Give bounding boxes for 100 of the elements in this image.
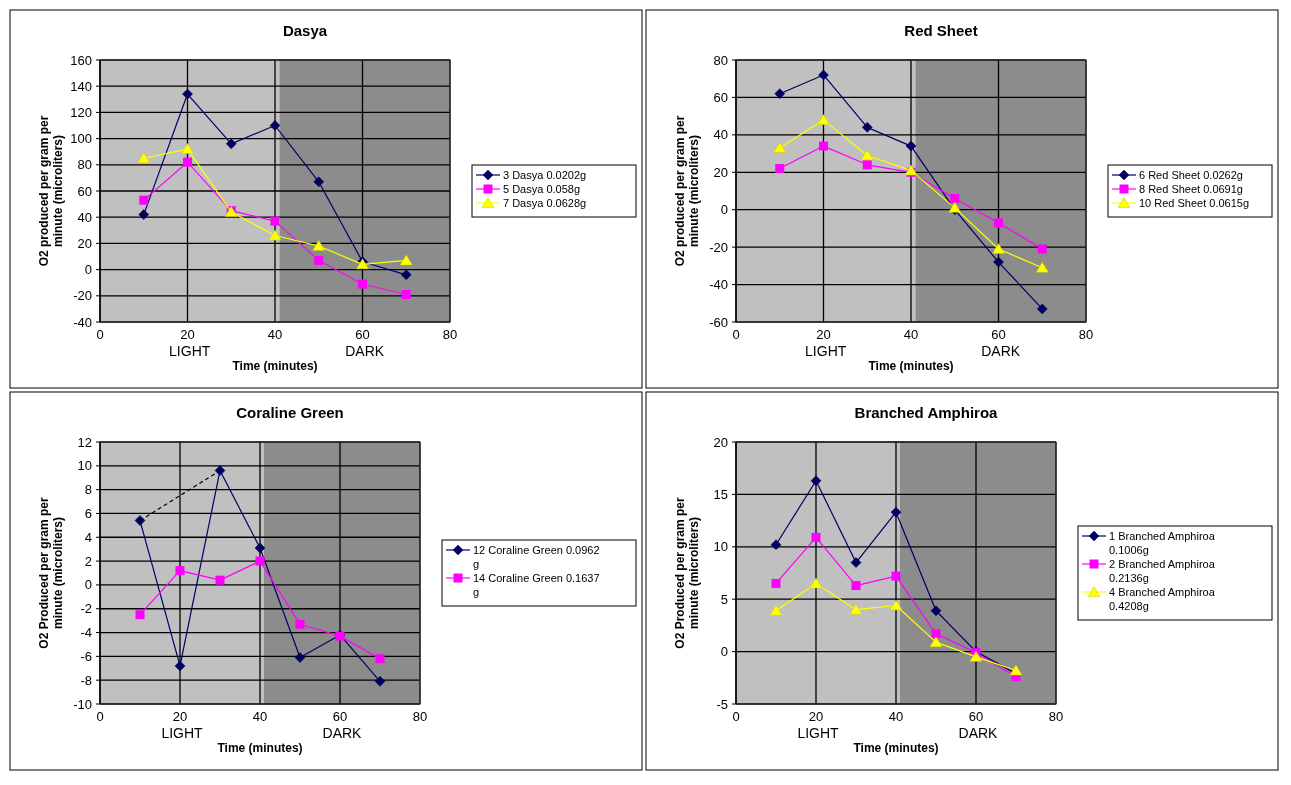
y-tick-label: -20 (73, 288, 92, 304)
point (374, 676, 386, 687)
y-axis-title: O2 Produced per gram per minute (microliters) (37, 496, 65, 649)
x-tick-label: 60 (332, 709, 348, 724)
y-tick-label: -4 (80, 625, 92, 641)
y-tick-label: -5 (716, 696, 728, 712)
y-tick-label: -6 (80, 648, 92, 664)
point (890, 506, 902, 518)
point (175, 566, 185, 576)
y-tick-label: 0 (720, 644, 728, 660)
x-tick-label: 40 (252, 709, 268, 724)
chart-title: Coraline Green (236, 404, 344, 421)
legend-label: 12 Coraline Green 0.0962 g (473, 544, 600, 570)
y-tick-label: -40 (709, 277, 728, 293)
point (929, 636, 943, 647)
y-tick-label: 12 (77, 434, 92, 450)
y-tick-label: 0 (720, 202, 728, 218)
legend-label: 2 Branched Amphiroa 0.2136g (1109, 558, 1216, 584)
x-axis-title: Time (minutes) (232, 359, 318, 373)
x-axis-title: Time (minutes) (868, 359, 954, 373)
y-tick-label: 2 (84, 553, 92, 569)
y-tick-label: 20 (713, 434, 728, 450)
point (862, 122, 873, 133)
point (891, 571, 901, 581)
y-tick-label: 6 (84, 505, 92, 521)
legend-label: 3 Dasya 0.0202g (503, 169, 587, 181)
x-tick-label: 80 (442, 327, 458, 342)
x-axis-title: Time (minutes) (217, 741, 303, 755)
x-tick-label: 20 (808, 709, 824, 724)
point (174, 660, 186, 672)
y-tick-label: -20 (709, 239, 728, 255)
point (401, 269, 412, 281)
chart-title: Red Sheet (904, 22, 978, 39)
point (811, 532, 821, 542)
legend-label: 6 Red Sheet 0.0262g (1139, 169, 1243, 181)
chart-title: Branched Amphiroa (854, 404, 999, 421)
band-label: LIGHT (805, 343, 847, 359)
y-tick-label: 10 (713, 539, 728, 555)
point (851, 581, 861, 591)
point (770, 539, 782, 550)
x-tick-label: 60 (968, 709, 984, 724)
point (769, 604, 783, 616)
point (850, 557, 862, 568)
x-tick-label: 0 (732, 709, 740, 724)
legend-label: 4 Branched Amphiroa 0.4208g (1109, 586, 1216, 612)
point (774, 88, 785, 99)
y-tick-label: 0 (84, 262, 92, 278)
point (1037, 303, 1048, 315)
point (400, 254, 413, 266)
band-label: DARK (322, 725, 363, 741)
point (861, 149, 874, 161)
point (135, 610, 145, 620)
y-tick-label: 15 (713, 486, 728, 502)
band-label: LIGHT (797, 725, 840, 741)
point (775, 164, 785, 174)
point (401, 289, 411, 299)
point (181, 143, 194, 154)
y-tick-label: 40 (713, 127, 728, 143)
point (849, 603, 863, 615)
y-axis-title: O2 Produced per gram per minute (microliters) (673, 496, 701, 649)
x-tick-label: 40 (267, 327, 283, 342)
x-tick-label: 40 (888, 709, 904, 724)
point (268, 229, 282, 241)
y-tick-label: 60 (713, 89, 728, 105)
point (183, 157, 192, 167)
point (993, 256, 1004, 268)
legend-label: 14 Coraline Green 0.1637 g (473, 572, 600, 598)
point (1009, 664, 1023, 676)
point (214, 465, 226, 476)
point (905, 140, 917, 152)
point (138, 209, 149, 220)
x-tick-label: 20 (816, 327, 831, 342)
y-tick-label: 120 (70, 104, 92, 120)
point (950, 193, 960, 203)
point (889, 599, 903, 611)
point (930, 605, 942, 616)
y-tick-label: 8 (84, 482, 92, 498)
y-tick-label: 10 (77, 458, 92, 474)
x-tick-label: 60 (355, 327, 370, 342)
legend-label: 7 Dasya 0.0628g (503, 197, 587, 209)
point (818, 69, 829, 81)
x-tick-label: 60 (991, 327, 1006, 342)
point (313, 176, 324, 188)
point (270, 216, 280, 226)
x-tick-label: 0 (732, 327, 740, 342)
y-tick-label: 40 (77, 209, 92, 225)
y-tick-label: 20 (713, 164, 728, 180)
band-label: LIGHT (161, 725, 204, 741)
x-tick-label: 0 (96, 709, 104, 724)
y-tick-label: 4 (84, 529, 92, 545)
point (255, 556, 265, 566)
y-tick-label: 80 (713, 52, 728, 68)
point (810, 475, 822, 487)
y-tick-label: -10 (73, 696, 92, 712)
point (182, 88, 193, 100)
band-label: DARK (981, 343, 1021, 359)
point (312, 240, 325, 251)
point (1036, 261, 1049, 273)
point (994, 218, 1003, 228)
y-tick-label: 60 (77, 183, 92, 199)
